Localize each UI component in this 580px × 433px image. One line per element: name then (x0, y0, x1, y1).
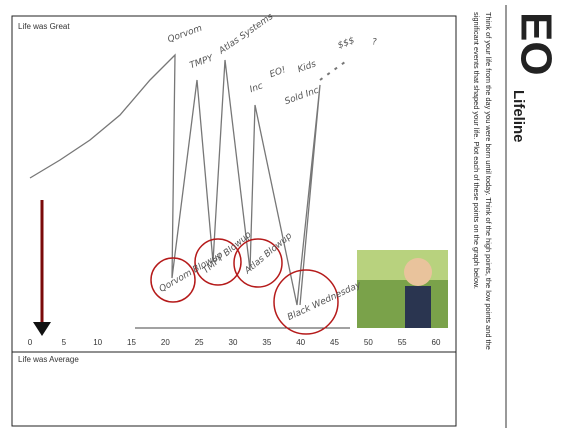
instruction-line: Think of your life from the day you were… (484, 12, 493, 350)
low-circle (194, 238, 242, 286)
axis-label: 30 (229, 338, 238, 347)
axis-label: 15 (127, 338, 136, 347)
axis-label: 55 (398, 338, 407, 347)
axis-label: 10 (93, 338, 102, 347)
axis-label: 40 (296, 338, 305, 347)
photo-sky (357, 250, 448, 280)
axis-label: 45 (330, 338, 339, 347)
axis-label: 0 (28, 338, 33, 347)
axis-label: 50 (364, 338, 373, 347)
instructions: Think of your life from the day you were… (472, 12, 493, 350)
photo-body (405, 286, 431, 328)
title: Lifeline (510, 90, 527, 143)
low-circle (273, 269, 339, 335)
top-label: Life was Great (18, 22, 70, 31)
axis-label: 35 (262, 338, 271, 347)
arrow-head (33, 322, 51, 336)
photo-head (404, 258, 432, 286)
axis-label: 5 (62, 338, 67, 347)
life-line (29, 53, 321, 306)
bottom-label: Life was Average (18, 355, 79, 364)
logo-group: EO Lifeline (510, 12, 560, 143)
low-circle (150, 257, 196, 303)
axis-label: 20 (161, 338, 170, 347)
logo: EO (511, 12, 560, 76)
graph-frame (11, 15, 457, 427)
low-circle (233, 238, 283, 288)
instruction-line: significant events that shaped your life… (472, 12, 481, 289)
high-label: Inc (248, 81, 264, 95)
high-label: ? (372, 38, 377, 48)
axis-label: 60 (432, 338, 441, 347)
axis-label: 25 (195, 338, 204, 347)
